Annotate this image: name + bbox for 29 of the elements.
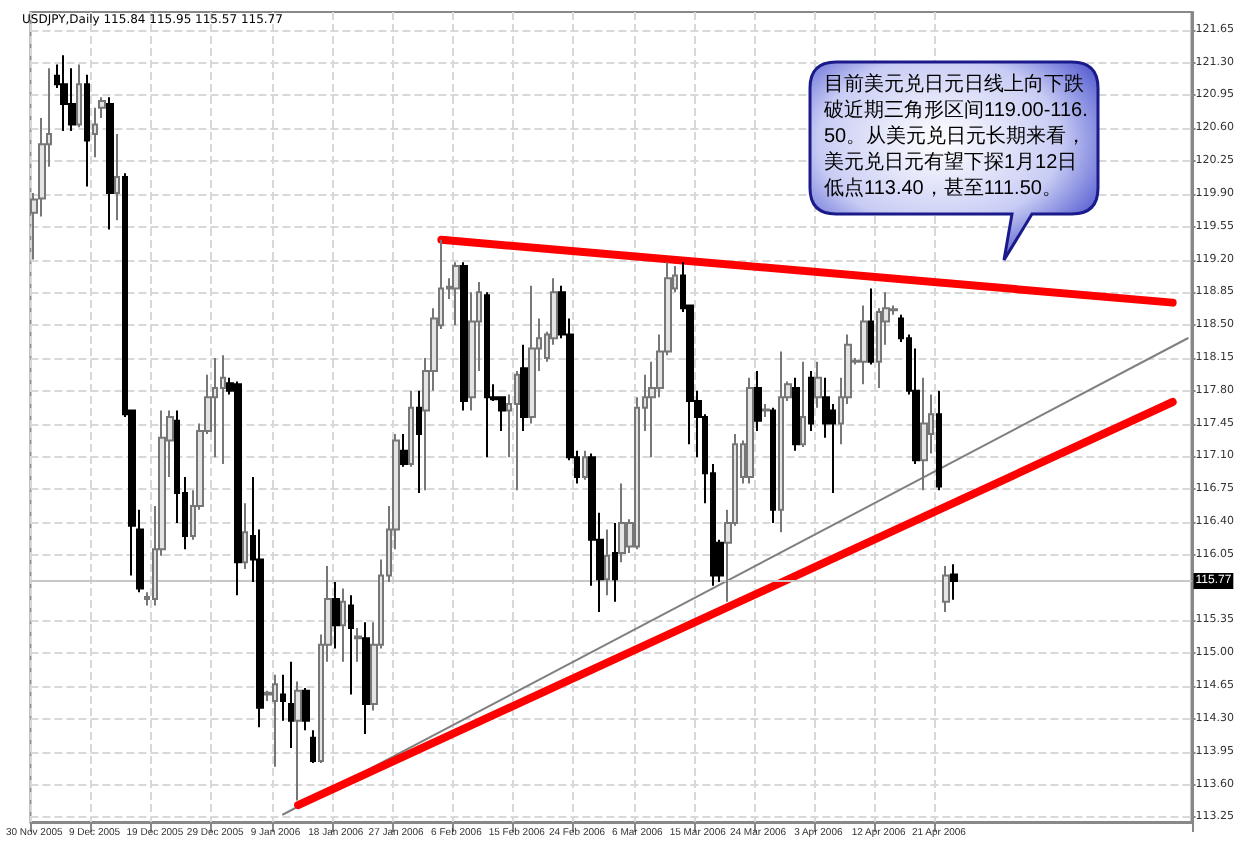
candlestick [106, 96, 114, 231]
candlestick [942, 565, 950, 613]
candlestick [582, 449, 588, 481]
candlestick [234, 380, 242, 597]
speech-bubble: 目前美元兑日元日线上向下跌破近期三角形区间119.00-116.50。从美元兑日元长期来看，美元兑日元有望下探1月12日低点113.40，甚至111.50。 [808, 60, 1100, 264]
candlestick [310, 729, 316, 764]
candlestick [868, 287, 874, 366]
candlestick [416, 389, 422, 494]
candlestick [302, 686, 310, 732]
candlestick [332, 581, 340, 650]
candlestick [754, 370, 762, 433]
candlestick [460, 261, 468, 412]
candlestick [484, 291, 490, 459]
candlestick [520, 343, 528, 433]
candlestick [400, 432, 408, 468]
candlestick [792, 376, 800, 452]
candlestick [288, 660, 294, 749]
candlestick [348, 594, 354, 696]
candlestick [936, 389, 942, 492]
candlestick [808, 370, 814, 433]
candlestick [950, 563, 958, 601]
candlestick [612, 521, 618, 603]
candlestick [84, 73, 90, 188]
candlestick [362, 621, 370, 735]
annotation: 目前美元兑日元日线上向下跌破近期三角形区间119.00-116.50。从美元兑日元长期来看，美元兑日元有望下探1月12日低点113.40，甚至111.50。 [824, 72, 1088, 202]
candlestick [762, 402, 770, 418]
candlestick [770, 406, 776, 524]
candlestick [60, 54, 68, 133]
candlestick [280, 673, 286, 722]
